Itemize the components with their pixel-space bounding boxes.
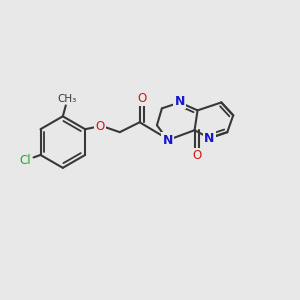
Text: O: O [95, 120, 105, 133]
Text: O: O [192, 149, 201, 162]
Text: Cl: Cl [20, 154, 32, 167]
Text: N: N [163, 134, 173, 147]
Text: N: N [204, 132, 214, 145]
Text: N: N [175, 95, 185, 108]
Text: O: O [137, 92, 146, 105]
Text: CH₃: CH₃ [57, 94, 76, 104]
